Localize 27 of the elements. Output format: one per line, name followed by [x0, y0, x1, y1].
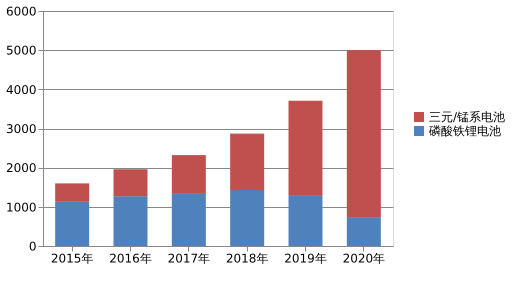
bar	[288, 196, 322, 246]
y-tick-label: 0	[28, 240, 36, 254]
bar	[346, 217, 381, 246]
x-tick-label: 2016年	[109, 252, 152, 266]
x-tick-label: 2019年	[284, 252, 327, 266]
legend-label: 磷酸铁锂电池	[428, 124, 501, 138]
bar	[230, 134, 264, 190]
y-tick-label: 2000	[6, 161, 36, 176]
bar	[230, 190, 264, 246]
bar	[172, 194, 206, 246]
x-tick-label: 2015年	[50, 252, 94, 266]
bar	[172, 155, 206, 194]
y-tick-label: 6000	[6, 4, 36, 18]
y-tick-label: 1000	[6, 200, 36, 214]
y-tick-label: 3000	[6, 122, 36, 136]
bar	[346, 50, 381, 218]
x-tick-label: 2020年	[342, 252, 386, 266]
bar	[55, 183, 90, 202]
y-tick-label: 5000	[6, 44, 36, 58]
bar	[114, 196, 148, 246]
bar	[114, 169, 148, 196]
y-tick-label: 4000	[6, 82, 36, 97]
legend-label: 三元/锰系电池	[429, 110, 506, 124]
x-tick-label: 2018年	[226, 252, 268, 266]
bar	[288, 100, 322, 196]
x-tick-label: 2017年	[168, 252, 210, 266]
bar	[55, 202, 90, 246]
